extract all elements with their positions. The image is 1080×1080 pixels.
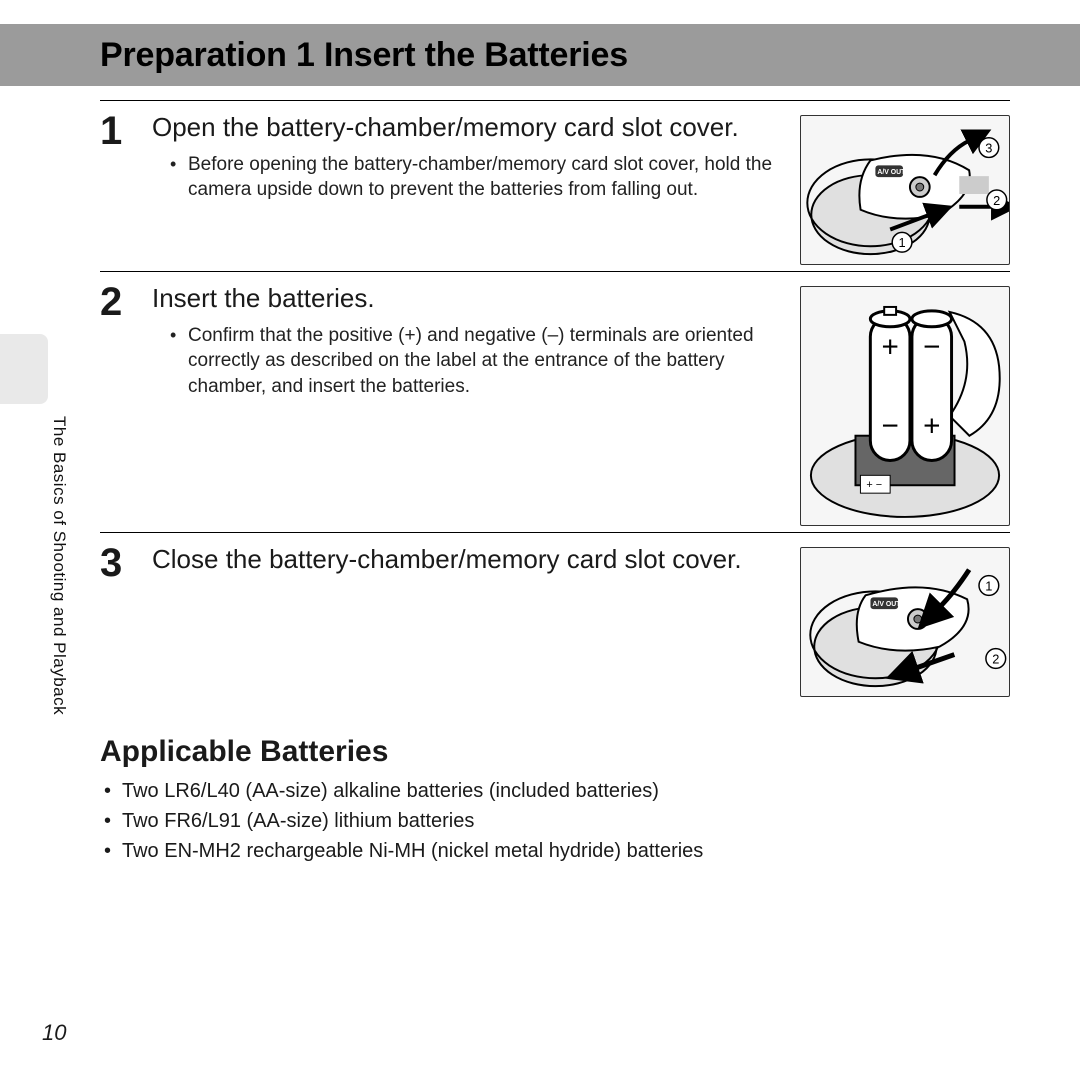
cover-open-illustration: A/V OUT 1 2 3: [800, 115, 1010, 265]
page-title: Preparation 1 Insert the Batteries: [100, 36, 628, 75]
svg-text:−: −: [923, 330, 940, 363]
content: 1 Open the battery-chamber/memory card s…: [100, 100, 1010, 867]
step-1-bullet: Before opening the battery-chamber/memor…: [170, 152, 788, 203]
svg-text:A/V OUT: A/V OUT: [872, 601, 901, 608]
applicable-item: Two FR6/L91 (AA-size) lithium batteries: [100, 807, 840, 835]
callout-2: 2: [992, 651, 999, 666]
step-1: 1 Open the battery-chamber/memory card s…: [100, 100, 1010, 265]
applicable-item: Two LR6/L40 (AA-size) alkaline batteries…: [100, 777, 840, 805]
side-tab: [0, 334, 48, 404]
batteries-illustration: + − + −: [800, 286, 1010, 526]
step-3-heading: Close the battery-chamber/memory card sl…: [152, 543, 788, 576]
svg-text:A/V OUT: A/V OUT: [877, 169, 906, 176]
step-3: 3 Close the battery-chamber/memory card …: [100, 532, 1010, 697]
title-bar: Preparation 1 Insert the Batteries: [0, 24, 1080, 86]
svg-text:+ −: + −: [866, 479, 882, 491]
callout-3: 3: [985, 141, 992, 156]
callout-1: 1: [898, 235, 905, 250]
callout-1: 1: [985, 578, 992, 593]
side-caption: The Basics of Shooting and Playback: [49, 416, 69, 715]
step-2-heading: Insert the batteries.: [152, 282, 788, 315]
step-1-heading: Open the battery-chamber/memory card slo…: [152, 111, 788, 144]
step-3-number: 3: [100, 543, 148, 583]
step-2-bullet: Confirm that the positive (+) and negati…: [170, 323, 788, 400]
step-2-bullets: Confirm that the positive (+) and negati…: [170, 323, 788, 400]
step-1-bullets: Before opening the battery-chamber/memor…: [170, 152, 788, 203]
svg-text:−: −: [881, 410, 898, 443]
step-1-text: 1 Open the battery-chamber/memory card s…: [100, 111, 800, 265]
applicable-list: Two LR6/L40 (AA-size) alkaline batteries…: [100, 777, 840, 865]
step-1-figure: A/V OUT 1 2 3: [800, 115, 1010, 265]
svg-text:+: +: [923, 410, 940, 443]
applicable-batteries-section: Applicable Batteries Two LR6/L40 (AA-siz…: [100, 735, 840, 865]
step-2-text: 2 Insert the batteries. Confirm that the…: [100, 282, 800, 526]
step-3-text: 3 Close the battery-chamber/memory card …: [100, 543, 800, 697]
cover-close-illustration: A/V OUT 1 2: [800, 547, 1010, 697]
step-3-figure: A/V OUT 1 2: [800, 547, 1010, 697]
callout-2: 2: [993, 193, 1000, 208]
step-2-figure: + − + −: [800, 286, 1010, 526]
step-2: 2 Insert the batteries. Confirm that the…: [100, 271, 1010, 526]
manual-page: Preparation 1 Insert the Batteries The B…: [0, 0, 1080, 1080]
applicable-heading: Applicable Batteries: [100, 735, 840, 769]
step-1-number: 1: [100, 111, 148, 151]
step-2-number: 2: [100, 282, 148, 322]
svg-text:+: +: [881, 330, 898, 363]
page-number: 10: [42, 1020, 66, 1046]
applicable-item: Two EN-MH2 rechargeable Ni-MH (nickel me…: [100, 837, 840, 865]
